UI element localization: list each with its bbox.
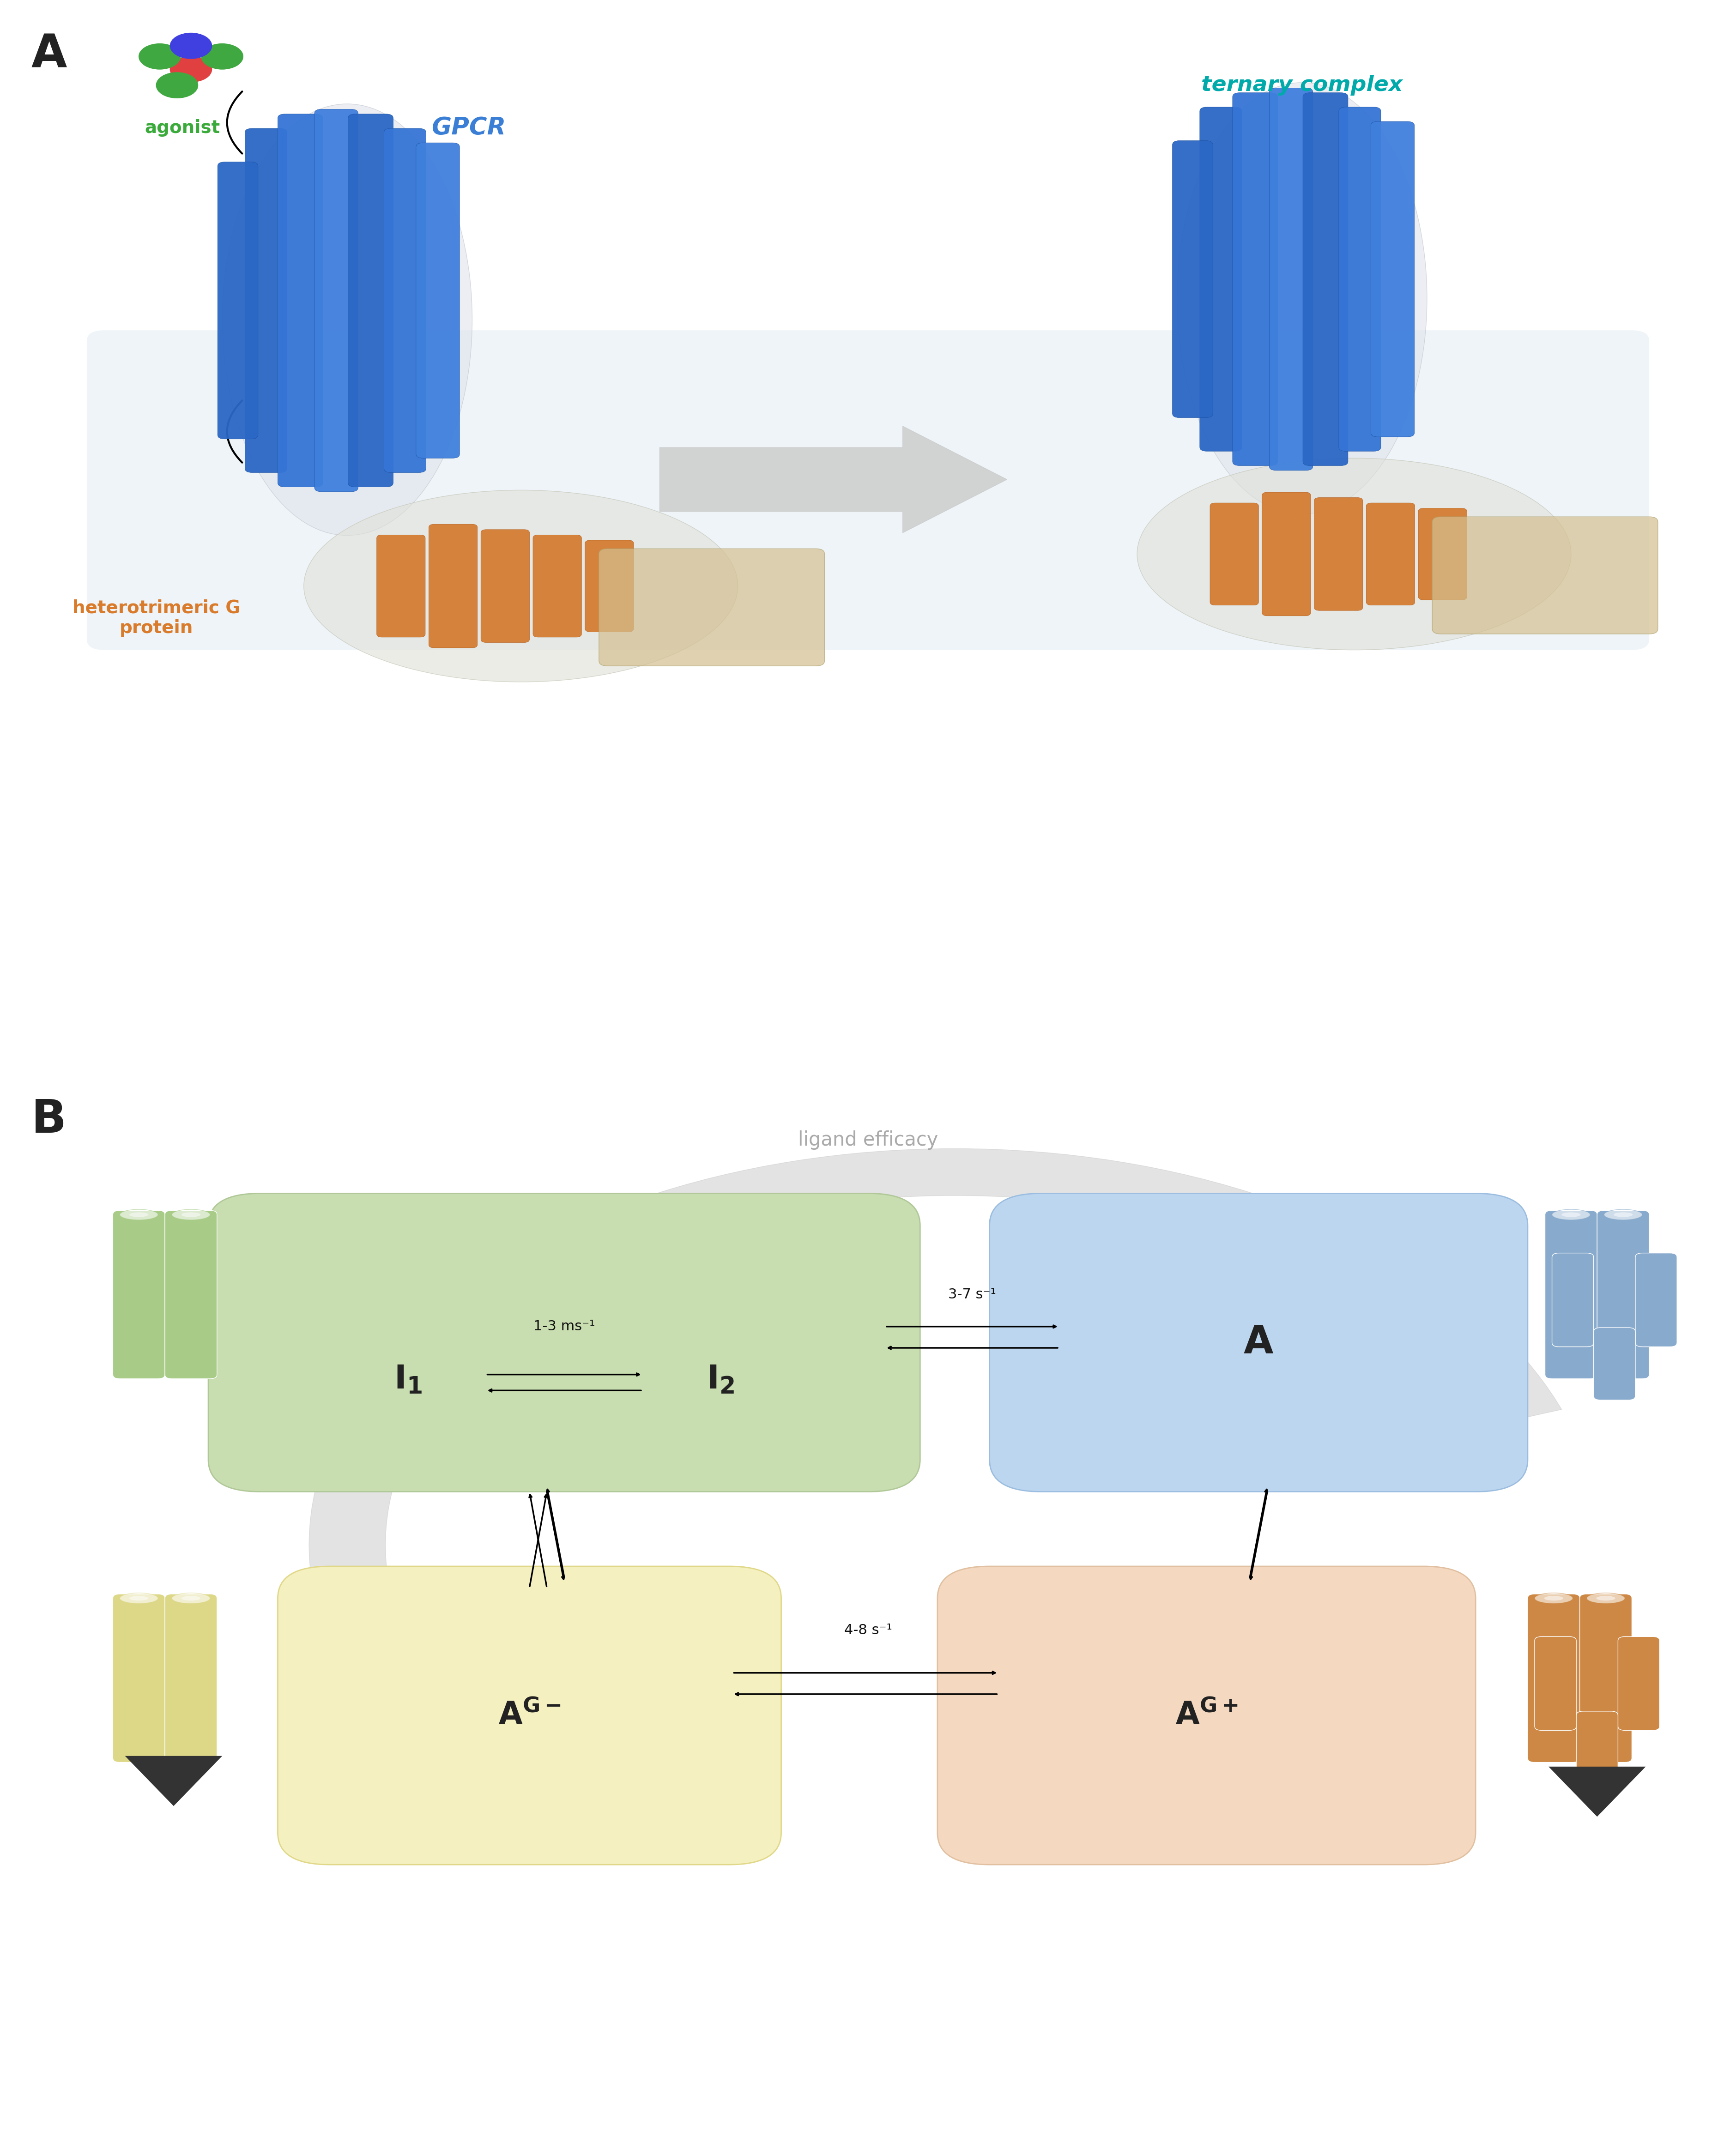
FancyBboxPatch shape: [1552, 1253, 1594, 1347]
Circle shape: [170, 34, 212, 58]
FancyBboxPatch shape: [87, 330, 1649, 650]
FancyBboxPatch shape: [1366, 503, 1415, 605]
Ellipse shape: [1137, 458, 1571, 650]
Polygon shape: [660, 426, 1007, 533]
FancyBboxPatch shape: [1200, 107, 1241, 452]
FancyBboxPatch shape: [245, 128, 286, 473]
Ellipse shape: [182, 1213, 201, 1217]
Ellipse shape: [120, 1594, 158, 1603]
FancyBboxPatch shape: [937, 1566, 1476, 1865]
FancyBboxPatch shape: [384, 128, 425, 473]
FancyBboxPatch shape: [1262, 492, 1311, 616]
Ellipse shape: [1545, 1596, 1564, 1600]
Text: heterotrimeric G
protein: heterotrimeric G protein: [73, 599, 240, 637]
Polygon shape: [1549, 1767, 1646, 1816]
Ellipse shape: [128, 1213, 149, 1217]
FancyBboxPatch shape: [429, 524, 477, 648]
FancyBboxPatch shape: [1535, 1637, 1576, 1730]
FancyBboxPatch shape: [165, 1594, 217, 1762]
Ellipse shape: [222, 104, 472, 535]
Ellipse shape: [1587, 1594, 1625, 1603]
FancyBboxPatch shape: [1635, 1253, 1677, 1347]
FancyBboxPatch shape: [278, 113, 323, 488]
Text: ligand efficacy: ligand efficacy: [799, 1129, 937, 1151]
FancyBboxPatch shape: [1314, 499, 1363, 612]
Circle shape: [170, 58, 212, 81]
Ellipse shape: [1614, 1213, 1634, 1217]
Ellipse shape: [128, 1596, 149, 1600]
FancyBboxPatch shape: [314, 109, 358, 492]
FancyBboxPatch shape: [1338, 107, 1380, 452]
FancyBboxPatch shape: [1172, 141, 1213, 418]
Text: $\mathbf{I_1}$: $\mathbf{I_1}$: [394, 1364, 422, 1396]
FancyBboxPatch shape: [1302, 94, 1347, 467]
FancyBboxPatch shape: [113, 1210, 165, 1379]
FancyBboxPatch shape: [585, 541, 634, 633]
FancyBboxPatch shape: [1594, 1328, 1635, 1400]
Polygon shape: [125, 1756, 222, 1807]
FancyBboxPatch shape: [481, 528, 529, 641]
FancyBboxPatch shape: [1545, 1210, 1597, 1379]
FancyBboxPatch shape: [1618, 1637, 1660, 1730]
FancyBboxPatch shape: [1580, 1594, 1632, 1762]
Text: ternary complex: ternary complex: [1201, 75, 1403, 96]
Text: $\mathbf{A}$: $\mathbf{A}$: [1243, 1323, 1274, 1362]
Text: A: A: [31, 32, 68, 77]
FancyBboxPatch shape: [1210, 503, 1259, 605]
FancyBboxPatch shape: [1432, 516, 1658, 635]
Ellipse shape: [172, 1210, 210, 1219]
Ellipse shape: [1535, 1594, 1573, 1603]
Ellipse shape: [1561, 1213, 1580, 1217]
FancyBboxPatch shape: [1371, 121, 1415, 437]
Ellipse shape: [1604, 1210, 1642, 1219]
Text: 4-8 s⁻¹: 4-8 s⁻¹: [844, 1624, 892, 1637]
FancyBboxPatch shape: [1233, 94, 1278, 467]
Ellipse shape: [1552, 1210, 1590, 1219]
Circle shape: [139, 45, 181, 70]
Ellipse shape: [172, 1594, 210, 1603]
Ellipse shape: [1177, 83, 1427, 514]
FancyBboxPatch shape: [217, 162, 259, 439]
Text: agonist: agonist: [144, 119, 220, 136]
Circle shape: [156, 72, 198, 98]
Ellipse shape: [1597, 1596, 1616, 1600]
FancyBboxPatch shape: [208, 1193, 920, 1492]
FancyBboxPatch shape: [113, 1594, 165, 1762]
FancyBboxPatch shape: [1418, 507, 1467, 601]
Circle shape: [201, 45, 243, 70]
FancyBboxPatch shape: [377, 535, 425, 637]
Text: 3-7 s⁻¹: 3-7 s⁻¹: [948, 1287, 996, 1302]
FancyBboxPatch shape: [165, 1210, 217, 1379]
Text: 1-3 ms⁻¹: 1-3 ms⁻¹: [533, 1319, 595, 1334]
FancyBboxPatch shape: [533, 535, 582, 637]
Ellipse shape: [120, 1210, 158, 1219]
FancyBboxPatch shape: [1269, 87, 1312, 471]
Ellipse shape: [304, 490, 738, 682]
FancyBboxPatch shape: [347, 113, 392, 488]
FancyBboxPatch shape: [278, 1566, 781, 1865]
Text: GPCR: GPCR: [432, 115, 505, 141]
FancyBboxPatch shape: [1597, 1210, 1649, 1379]
FancyBboxPatch shape: [1576, 1711, 1618, 1784]
Text: B: B: [31, 1097, 66, 1142]
FancyBboxPatch shape: [990, 1193, 1528, 1492]
Polygon shape: [309, 1149, 1562, 1681]
FancyBboxPatch shape: [417, 143, 460, 458]
Ellipse shape: [182, 1596, 201, 1600]
Text: $\mathbf{A^{G+}}$: $\mathbf{A^{G+}}$: [1175, 1701, 1238, 1730]
FancyBboxPatch shape: [1528, 1594, 1580, 1762]
Text: $\mathbf{A^{G-}}$: $\mathbf{A^{G-}}$: [498, 1701, 561, 1730]
Text: $\mathbf{I_2}$: $\mathbf{I_2}$: [707, 1364, 734, 1396]
FancyBboxPatch shape: [599, 550, 825, 665]
